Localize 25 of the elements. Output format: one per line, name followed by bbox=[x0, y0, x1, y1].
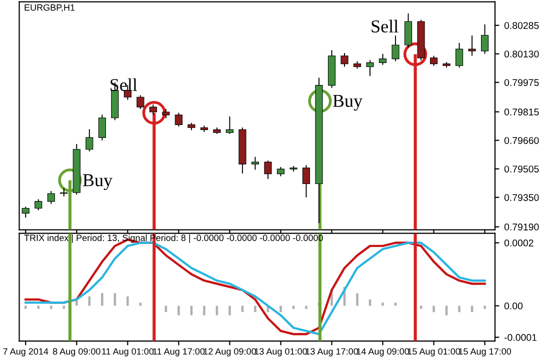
x-tick-label: 13 Aug 17:00 bbox=[306, 348, 358, 356]
x-tick-label: 11 Aug 01:00 bbox=[102, 348, 154, 356]
annotation: Buy bbox=[332, 94, 362, 111]
y-tick-label: 0.79190 bbox=[504, 224, 539, 230]
annotation: Buy bbox=[82, 174, 112, 190]
x-tick-label: 11 Aug 17:00 bbox=[153, 348, 205, 356]
y-tick-label: 0.0002 bbox=[504, 240, 534, 246]
y-tick-label: 0.79350 bbox=[504, 194, 539, 201]
y-tick-label: 0.80285 bbox=[504, 22, 539, 29]
x-tick-label: 15 Aug 01:00 bbox=[408, 348, 460, 356]
x-tick-label: 8 Aug 09:00 bbox=[52, 348, 100, 356]
annotation: Sell bbox=[372, 20, 398, 33]
x-tick-label: 13 Aug 01:00 bbox=[254, 348, 307, 356]
x-tick-label: 7 Aug 2014 bbox=[3, 348, 48, 356]
x-tick-label: 15 Aug 17:00 bbox=[458, 348, 512, 356]
y-tick-label: 0.79975 bbox=[504, 79, 539, 86]
y-tick-label: 0.79660 bbox=[504, 137, 539, 144]
y-tick-label: 0.79505 bbox=[504, 166, 539, 172]
y-tick-label: -0.0001 bbox=[504, 334, 537, 341]
chart-title: EURGBP,H1 bbox=[24, 4, 75, 12]
y-tick-label: 0.80130 bbox=[504, 50, 539, 58]
x-tick-label: 14 Aug 09:00 bbox=[356, 348, 410, 356]
x-tick-label: 12 Aug 09:00 bbox=[204, 348, 256, 356]
y-tick-label: 0.79815 bbox=[504, 108, 539, 116]
y-tick-label: 0.00 bbox=[504, 302, 523, 310]
